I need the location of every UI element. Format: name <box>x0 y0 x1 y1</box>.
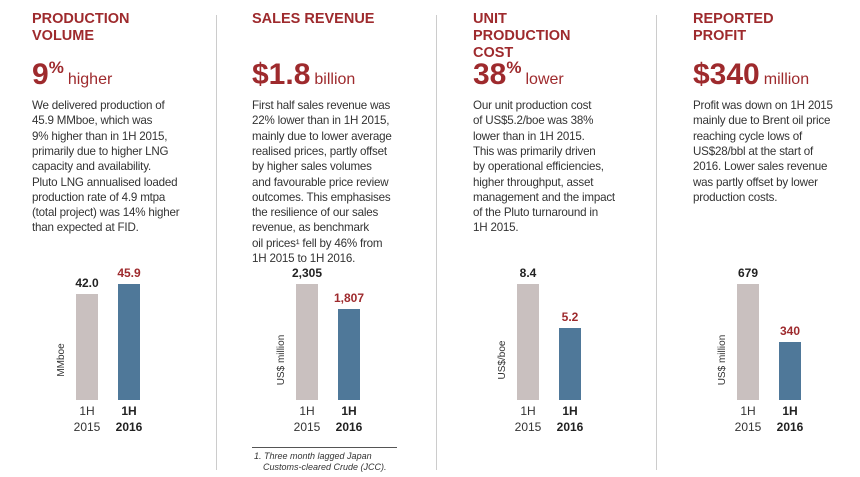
body-text: 2016. Lower sales revenue <box>693 160 828 174</box>
bar <box>118 284 140 400</box>
headline-value: $340 <box>693 58 760 91</box>
value-label: 679 <box>737 266 759 280</box>
body-text: mainly due to Brent oil price <box>693 114 831 128</box>
headline: 9%higher <box>32 58 112 92</box>
value-label: 1,807 <box>333 291 365 306</box>
body-text: oil prices¹ fell by 46% from <box>252 236 383 250</box>
body-text: 45.9 MMboe, which was <box>32 114 153 128</box>
value-label: 45.9 <box>117 266 141 280</box>
body-text: Pluto LNG annualised loaded <box>32 175 178 189</box>
bar <box>737 284 759 400</box>
bar <box>517 284 539 400</box>
category-label: 1H 2015 <box>73 404 101 434</box>
headline-suffix: billion <box>314 71 356 88</box>
category-label: 1H 2015 <box>734 404 762 434</box>
value-label: 5.2 <box>561 310 579 325</box>
body-text: lower than in 1H 2015. <box>473 129 585 143</box>
bar <box>338 309 360 400</box>
bar <box>559 328 581 400</box>
panel-title: PRODUCTION VOLUME <box>32 11 130 44</box>
body-text: capacity and availability. <box>32 160 151 174</box>
category-label: 1H 2016 <box>115 404 143 434</box>
body-text: US$28/bbl at the start of <box>693 144 814 158</box>
y-axis-label: US$/boe <box>497 340 508 380</box>
body-text: the resilience of our sales <box>252 206 379 220</box>
body-text: (total project) was 14% higher <box>32 206 180 220</box>
body-text: 22% lower than in 1H 2015, <box>252 114 390 128</box>
panel-title: UNIT PRODUCTION COST <box>473 11 571 61</box>
value-label: 42.0 <box>75 275 99 290</box>
body-text: mainly due to lower average <box>252 129 392 143</box>
body-text: primarily due to higher LNG <box>32 144 169 158</box>
value-label: 340 <box>779 323 801 338</box>
divider <box>436 15 437 470</box>
category-label: 1H 2015 <box>514 404 542 434</box>
body-text: 9% higher than in 1H 2015, <box>32 129 168 143</box>
body-text: of the Pluto turnaround in <box>473 206 598 220</box>
headline: $1.8 billion <box>252 58 355 92</box>
body-text: by operational efficiencies, <box>473 160 604 174</box>
headline-value: 38 <box>473 58 507 91</box>
body-text: of US$5.2/boe was 38% <box>473 114 594 128</box>
body-text: Profit was down on 1H 2015 <box>693 99 833 112</box>
category-label: 1H 2016 <box>335 404 363 434</box>
y-axis-label: US$ million <box>717 334 728 386</box>
headline-suffix: higher <box>67 71 113 88</box>
category-label: 1H 2015 <box>293 404 321 434</box>
headline: $340 million <box>693 58 809 92</box>
bar <box>76 293 98 400</box>
headline-unit: % <box>48 58 64 77</box>
body-text: by higher sales volumes <box>252 160 372 174</box>
headline: 38%lower <box>473 58 564 92</box>
body-text: 1H 2015. <box>473 221 519 235</box>
headline-unit: % <box>506 58 522 77</box>
value-label: 8.4 <box>519 266 537 280</box>
bar <box>779 341 801 400</box>
body-text: production rate of 4.9 mtpa <box>32 190 166 204</box>
divider <box>216 15 217 470</box>
value-label: 2,305 <box>291 266 323 280</box>
body-text: This was primarily driven <box>473 144 596 158</box>
body-text: Our unit production cost <box>473 99 592 112</box>
body-text: and favourable price review <box>252 175 389 189</box>
body-text: outcomes. This emphasises <box>252 190 391 204</box>
body-text: realised prices, partly offset <box>252 144 387 158</box>
category-label: 1H 2016 <box>776 404 804 434</box>
body-text: higher throughput, asset <box>473 175 594 189</box>
headline-suffix: million <box>763 71 810 88</box>
category-label: 1H 2016 <box>556 404 584 434</box>
body-text: production costs. <box>693 190 778 204</box>
headline-suffix: lower <box>525 71 564 88</box>
bar <box>296 284 318 400</box>
panel-title: REPORTED PROFIT <box>693 11 774 44</box>
body-text: revenue, as benchmark <box>252 221 369 235</box>
body-text: We delivered production of <box>32 99 165 112</box>
footnote-rule <box>252 447 397 448</box>
body-text: 1H 2015 to 1H 2016. <box>252 252 356 265</box>
headline-value: $1.8 <box>252 58 311 91</box>
body-text: was partly offset by lower <box>693 175 818 189</box>
headline-value: 9 <box>32 58 49 91</box>
footnote: 1. Three month lagged Japan <box>254 451 372 461</box>
footnote: Customs-cleared Crude (JCC). <box>263 462 387 472</box>
body-text: management and the impact <box>473 190 615 204</box>
body-text: reaching cycle lows of <box>693 129 803 143</box>
y-axis-label: MMboe <box>56 343 67 377</box>
y-axis-label: US$ million <box>276 334 287 386</box>
panel-title: SALES REVENUE <box>252 11 375 27</box>
divider <box>656 15 657 470</box>
body-text: First half sales revenue was <box>252 99 391 112</box>
body-text: than expected at FID. <box>32 221 139 235</box>
